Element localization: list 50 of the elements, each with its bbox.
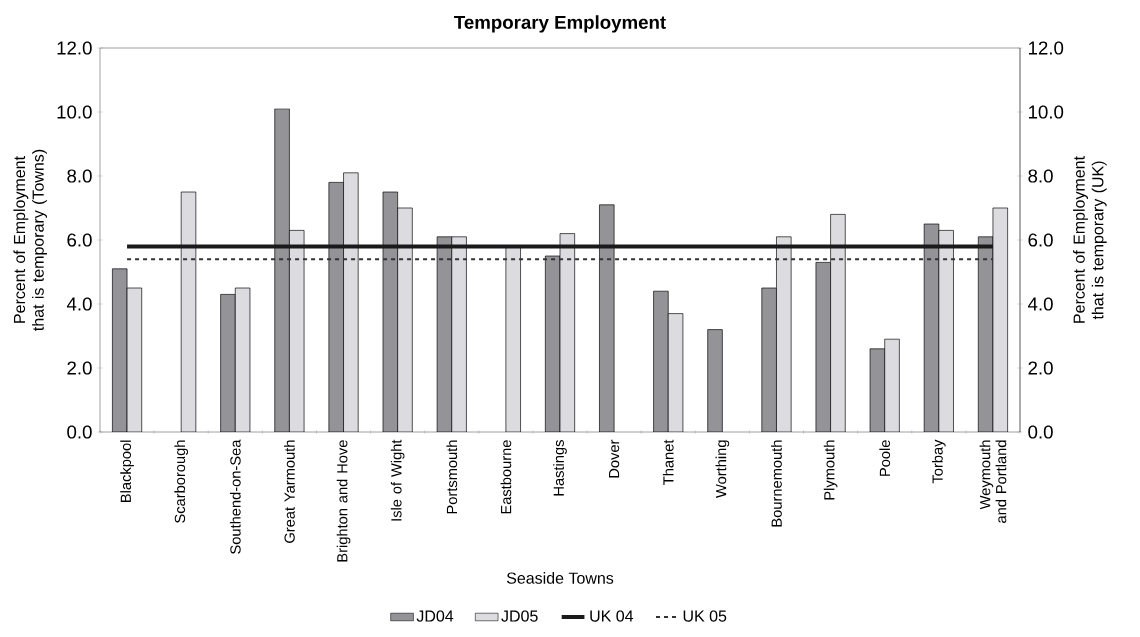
x-tick-label: Portsmouth	[446, 440, 458, 514]
y2-tick-label: 8.0	[1028, 169, 1053, 183]
y2-tick-label: 0.0	[1028, 425, 1053, 439]
legend-label: UK 04	[590, 610, 634, 622]
chart-title: Temporary Employment	[454, 15, 666, 33]
y-tick-label: 10.0	[57, 105, 92, 119]
y-tick-label: 4.0	[66, 297, 92, 311]
y-axis-title: Percent of Employment that is temporary (Towns)	[13, 149, 47, 331]
legend-label: JD04	[416, 610, 454, 622]
x-tick-label: Scarborough	[174, 440, 188, 523]
x-tick-label: Torbay	[932, 439, 946, 484]
x-tick-label: Worthing	[715, 440, 730, 498]
bar	[653, 290, 669, 432]
bar	[938, 230, 954, 432]
y-tick-label: 12.0	[57, 41, 92, 55]
legend-label: UK 05	[683, 610, 727, 622]
x-tick-label: Isle of Wight	[390, 439, 405, 521]
x-tick-label: Weymouth and Portland	[979, 440, 1007, 523]
x-tick-label: Eastbourne	[500, 440, 512, 514]
y-tick-label: 2.0	[67, 361, 92, 375]
bar	[451, 236, 467, 432]
x-tick-label: Great Yarmouth	[284, 440, 295, 543]
legend-label: JD05	[501, 610, 538, 622]
x-tick-label: Blackpool	[120, 440, 134, 502]
bar	[397, 207, 413, 432]
y2-axis-title: Percent of Employment that is temporary (UK)	[1073, 156, 1107, 323]
y2-tick-label: 4.0	[1027, 297, 1053, 311]
x-tick-label: Brighton and Hove	[336, 440, 351, 562]
bar	[274, 108, 290, 432]
bar	[884, 338, 900, 432]
y2-tick-label: 6.0	[1028, 233, 1053, 247]
y-tick-label: 6.0	[67, 233, 92, 247]
x-tick-label: Bournemouth	[771, 440, 782, 527]
y-tick-label: 8.0	[67, 169, 92, 183]
bar	[343, 172, 359, 432]
x-tick-label: Southend-on-Sea	[229, 439, 241, 554]
x-tick-label: Thanet	[662, 439, 674, 485]
y2-tick-label: 10.0	[1028, 105, 1064, 119]
x-tick-label: Dover	[609, 439, 620, 478]
y2-tick-label: 12.0	[1028, 41, 1064, 55]
x-axis-title: Seaside Towns	[506, 572, 614, 584]
x-tick-label: Plymouth	[823, 440, 838, 500]
bar	[220, 294, 236, 432]
x-tick-label: Poole	[879, 440, 891, 476]
bar	[761, 287, 777, 432]
x-tick-label: Hastings	[553, 440, 567, 496]
y2-tick-label: 2.0	[1028, 361, 1053, 375]
bar	[707, 329, 723, 432]
bar	[830, 214, 846, 432]
y-tick-label: 0.0	[67, 425, 92, 439]
